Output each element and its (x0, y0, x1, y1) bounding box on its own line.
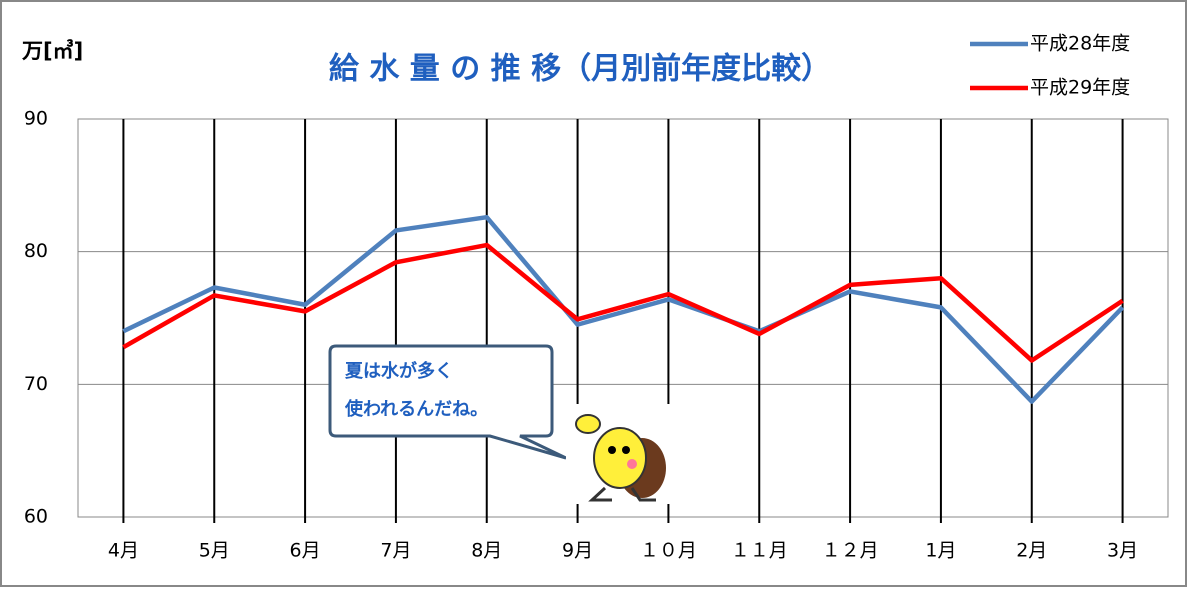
x-tick-label: １０月 (640, 540, 697, 562)
y-tick-label: 70 (24, 373, 48, 395)
y-tick-label: 60 (24, 506, 48, 528)
mascot-hand (576, 415, 600, 433)
mascot (566, 404, 674, 504)
x-tick-label: 8月 (471, 540, 502, 562)
mascot-eye (608, 446, 616, 454)
x-tick-label: 6月 (290, 540, 321, 562)
legend-label: 平成29年度 (1030, 77, 1130, 99)
y-tick-label: 90 (24, 108, 48, 130)
x-tick-label: 9月 (562, 540, 593, 562)
mascot-cheek (627, 459, 637, 469)
x-tick-label: 2月 (1016, 540, 1047, 562)
callout-line: 使われるんだね。 (344, 399, 488, 420)
legend-label: 平成28年度 (1030, 33, 1130, 55)
x-tick-label: 5月 (199, 540, 230, 562)
x-tick-label: １２月 (822, 540, 879, 562)
x-tick-label: 7月 (380, 540, 411, 562)
chart-title: 給 水 量 の 推 移（月別前年度比較） (329, 52, 831, 87)
callout-line: 夏は水が多く (345, 360, 453, 382)
y-tick-label: 80 (24, 240, 48, 262)
mascot-eye (622, 446, 630, 454)
x-tick-label: 3月 (1107, 540, 1138, 562)
x-tick-label: 4月 (108, 540, 139, 562)
y-axis-label: 万[㎥] (21, 39, 83, 63)
x-tick-label: 1月 (925, 540, 956, 562)
mascot-body (594, 428, 646, 488)
x-tick-label: １１月 (731, 540, 788, 562)
chart: 万[㎥] 給 水 量 の 推 移（月別前年度比較） 60 70 80 90 4月 5月 6月… (0, 0, 1187, 587)
